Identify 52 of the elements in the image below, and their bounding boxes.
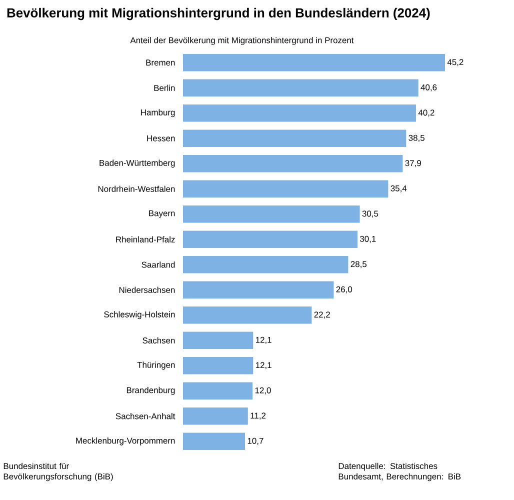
bar (183, 54, 446, 72)
y-tick-label: Thüringen (137, 362, 175, 370)
bar (183, 306, 312, 324)
y-tick-label: Berlin (154, 84, 175, 91)
chart-title: Bevölkerung mit Migrationshintergrund in den Bundesländern (2024) (7, 8, 430, 20)
data-label: 12,0 (255, 387, 271, 394)
bar (183, 180, 388, 198)
data-label: 26,0 (336, 286, 352, 294)
bar (183, 357, 254, 374)
bar (183, 332, 254, 349)
bar (183, 79, 418, 96)
y-tick-label: Saarland (142, 262, 175, 268)
data-label: 45,2 (447, 59, 464, 66)
y-tick-label: Bayern (149, 210, 175, 218)
bar (183, 256, 348, 274)
y-tick-label: Rheinland-Pfalz (116, 236, 175, 242)
data-label: 28,5 (350, 261, 367, 268)
chart-subtitle: Anteil der Bevölkerung mit Migrationshintergrund in Prozent (130, 37, 354, 45)
data-label: 40,2 (418, 110, 434, 117)
data-label: 40,6 (420, 84, 437, 92)
data-label: 10,7 (248, 438, 264, 445)
y-tick-label: Nordrhein-Westfalen (98, 186, 175, 192)
y-tick-label: Hamburg (141, 109, 175, 118)
data-label: 11,2 (250, 412, 266, 420)
bar (183, 382, 253, 400)
data-label: 35,4 (390, 185, 407, 192)
bar (183, 281, 334, 298)
data-label: 30,5 (362, 210, 378, 218)
bar (183, 104, 416, 122)
bar (183, 408, 248, 425)
y-tick-label: Bremen (146, 60, 175, 66)
data-label: 22,2 (314, 312, 330, 319)
bar (183, 130, 406, 147)
bar (183, 155, 403, 172)
text: Datenquelle: Statistisches Bundesamt, Berechnungen: BiB (338, 462, 461, 482)
data-label: 12,1 (256, 336, 272, 344)
y-tick-label: Niedersachsen (119, 286, 175, 293)
data-label: 37,9 (405, 160, 421, 168)
bar (183, 230, 358, 248)
y-tick-label: Brandenburg (126, 386, 175, 395)
y-tick-label: Hessen (147, 135, 175, 142)
y-tick-label: Schleswig-Holstein (104, 311, 175, 320)
data-label: 12,1 (256, 362, 272, 370)
data-label: 38,5 (408, 134, 424, 142)
y-tick-label: Sachsen-Anhalt (116, 413, 176, 420)
data-label: 30,1 (360, 236, 376, 243)
y-tick-label: Mecklenburg-Vorpommern (76, 437, 175, 446)
y-tick-label: Sachsen (142, 337, 175, 344)
text: Bundesinstitut für Bevölkerungsforschung (BiB) (4, 462, 113, 482)
bar (183, 432, 246, 450)
y-tick-label: Baden-Württemberg (100, 160, 175, 168)
bar (183, 206, 360, 223)
